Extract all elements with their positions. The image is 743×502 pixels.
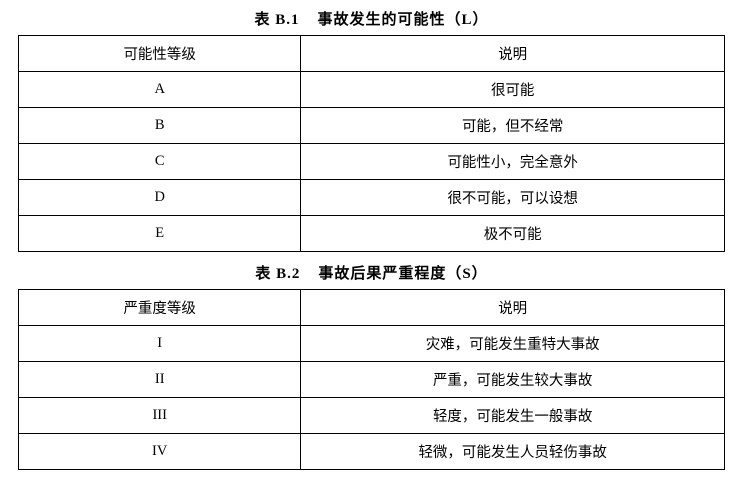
table2-title: 表 B.2 事故后果严重程度（S） <box>18 262 725 283</box>
table1-cell: 可能性小，完全意外 <box>301 144 725 180</box>
table2-title-prefix: 表 B.2 <box>255 266 300 282</box>
table2-cell: IV <box>19 434 301 470</box>
table-row: D 很不可能，可以设想 <box>19 180 725 216</box>
table-row: E 极不可能 <box>19 216 725 252</box>
table2-title-text: 事故后果严重程度（S） <box>318 266 487 282</box>
table1-cell: 很可能 <box>301 72 725 108</box>
table1-header-col1: 说明 <box>301 36 725 72</box>
table2-header-row: 严重度等级 说明 <box>19 290 725 326</box>
table-row: IV 轻微，可能发生人员轻伤事故 <box>19 434 725 470</box>
table1: 可能性等级 说明 A 很可能 B 可能，但不经常 C 可能性小，完全意外 D 很… <box>18 35 725 252</box>
table2-cell: 严重，可能发生较大事故 <box>301 362 725 398</box>
table2-cell: 灾难，可能发生重特大事故 <box>301 326 725 362</box>
table1-title: 表 B.1 事故发生的可能性（L） <box>18 8 725 29</box>
table2-cell: 轻度，可能发生一般事故 <box>301 398 725 434</box>
table-row: II 严重，可能发生较大事故 <box>19 362 725 398</box>
table1-cell: 很不可能，可以设想 <box>301 180 725 216</box>
table1-cell: 极不可能 <box>301 216 725 252</box>
table1-title-text: 事故发生的可能性（L） <box>318 12 489 28</box>
table2: 严重度等级 说明 I 灾难，可能发生重特大事故 II 严重，可能发生较大事故 I… <box>18 289 725 470</box>
table1-header-col0: 可能性等级 <box>19 36 301 72</box>
table1-cell: E <box>19 216 301 252</box>
table1-cell: 可能，但不经常 <box>301 108 725 144</box>
table-row: A 很可能 <box>19 72 725 108</box>
table1-header-row: 可能性等级 说明 <box>19 36 725 72</box>
table2-header-col1: 说明 <box>301 290 725 326</box>
table2-cell: I <box>19 326 301 362</box>
table2-cell: 轻微，可能发生人员轻伤事故 <box>301 434 725 470</box>
table-row: III 轻度，可能发生一般事故 <box>19 398 725 434</box>
table2-header-col0: 严重度等级 <box>19 290 301 326</box>
table1-cell: B <box>19 108 301 144</box>
table1-cell: A <box>19 72 301 108</box>
table-row: C 可能性小，完全意外 <box>19 144 725 180</box>
table-row: I 灾难，可能发生重特大事故 <box>19 326 725 362</box>
table2-cell: III <box>19 398 301 434</box>
table1-cell: C <box>19 144 301 180</box>
table2-cell: II <box>19 362 301 398</box>
table1-title-prefix: 表 B.1 <box>254 12 299 28</box>
table-row: B 可能，但不经常 <box>19 108 725 144</box>
table1-cell: D <box>19 180 301 216</box>
